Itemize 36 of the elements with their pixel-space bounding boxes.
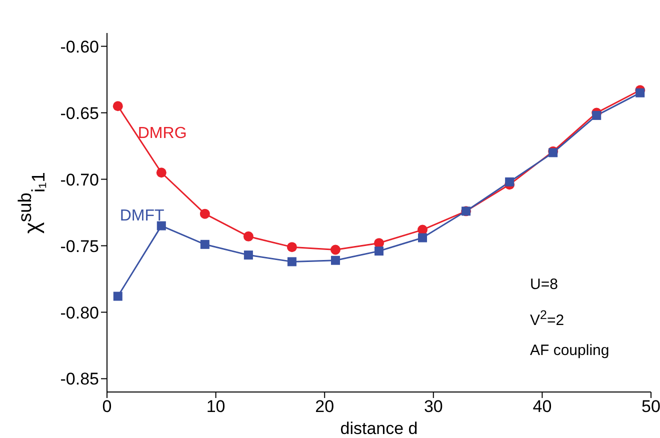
x-axis-title: distance d: [340, 419, 418, 438]
series-label: DMRG: [138, 125, 187, 142]
point: [287, 257, 296, 266]
point: [505, 177, 514, 186]
annotation: V$^{2}$=2: [530, 307, 566, 331]
y-tick-label: -0.60: [60, 37, 99, 56]
point: [243, 231, 254, 242]
point: [330, 244, 340, 255]
point: [286, 242, 297, 252]
y-tick-label: -0.65: [60, 104, 99, 123]
point: [200, 240, 210, 249]
x-tick-label: 40: [532, 397, 552, 416]
point: [156, 168, 166, 178]
point: [592, 110, 602, 120]
annotation: U=8: [530, 275, 559, 295]
y-tick-label: -0.75: [60, 236, 99, 256]
point: [330, 256, 340, 265]
x-tick-label: 10: [206, 397, 226, 416]
x-tick-label: 50: [642, 397, 660, 416]
point: [244, 250, 253, 260]
point: [156, 221, 166, 230]
point: [374, 246, 384, 256]
y-tick-label: -0.70: [60, 170, 99, 190]
point: [418, 233, 428, 242]
y-tick-label: -0.85: [60, 370, 99, 389]
point: [636, 88, 645, 98]
series-label: DMFT: [120, 207, 165, 224]
point: [200, 208, 210, 219]
point: [418, 224, 428, 235]
point: [113, 292, 122, 301]
x-tick-label: 0: [102, 397, 112, 416]
x-tick-label: 30: [424, 397, 443, 416]
y-tick-label: -0.80: [60, 303, 99, 322]
annotation: AF coupling: [530, 341, 610, 361]
x-tick-label: 20: [315, 397, 334, 416]
point: [112, 101, 123, 112]
